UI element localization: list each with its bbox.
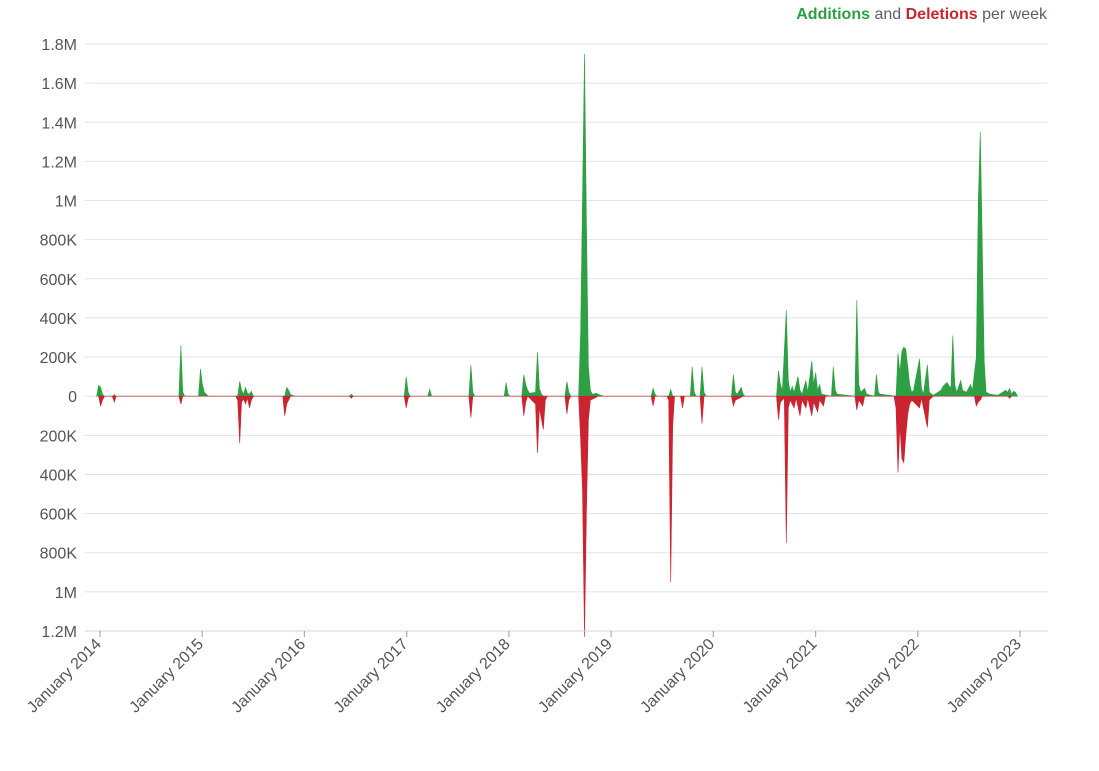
y-tick-label: 1.2M	[41, 154, 77, 171]
y-tick-label: 600K	[40, 507, 78, 524]
y-tick-label: 1.4M	[41, 115, 77, 132]
x-tick-label: January 2022	[842, 636, 923, 717]
legend-suffix: per week	[982, 6, 1047, 23]
y-tick-label: 400K	[40, 311, 78, 328]
series-area-deletions	[98, 395, 1013, 637]
y-tick-label: 1M	[55, 585, 77, 602]
x-tick-label: January 2023	[944, 636, 1025, 717]
x-tick-label: January 2017	[331, 636, 412, 717]
y-tick-label: 1.6M	[41, 76, 77, 93]
y-tick-label: 200K	[40, 350, 78, 367]
y-tick-label: 1.8M	[41, 37, 77, 54]
y-tick-label: 1.2M	[41, 624, 77, 641]
grid-lines	[85, 43, 1048, 632]
y-tick-label: 400K	[40, 467, 78, 484]
x-tick-label: January 2019	[535, 636, 616, 717]
y-tick-label: 0	[68, 389, 77, 406]
x-tick-label: January 2015	[126, 636, 207, 717]
y-tick-label: 200K	[40, 428, 78, 445]
series-area-additions	[96, 53, 1018, 397]
series-areas	[96, 53, 1018, 637]
y-tick-label: 800K	[40, 546, 78, 563]
chart-legend: Additions and Deletions per week	[796, 6, 1047, 24]
y-tick-label: 600K	[40, 272, 78, 289]
x-tick-label: January 2020	[637, 636, 718, 717]
x-tick-label: January 2016	[229, 636, 310, 717]
x-tick-label: January 2018	[433, 636, 514, 717]
x-tick-label: January 2021	[740, 636, 821, 717]
legend-additions: Additions	[796, 6, 870, 23]
legend-and: and	[874, 6, 902, 23]
y-tick-label: 1M	[55, 194, 77, 211]
y-tick-label: 800K	[40, 233, 78, 250]
legend-deletions: Deletions	[905, 6, 978, 23]
x-tick-label: January 2014	[24, 636, 105, 717]
